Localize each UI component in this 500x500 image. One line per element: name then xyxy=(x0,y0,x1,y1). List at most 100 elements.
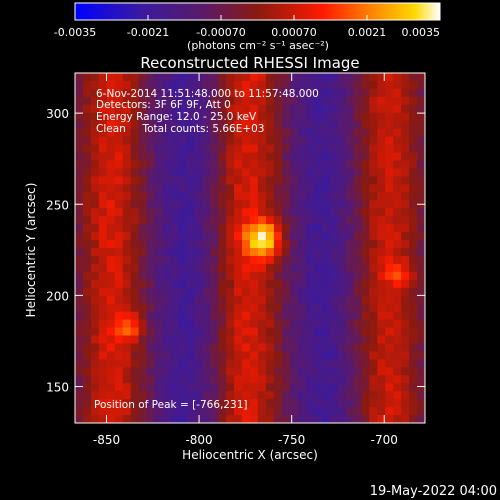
heatmap-cell xyxy=(98,303,108,313)
heatmap-cell xyxy=(90,136,100,146)
heatmap-cell xyxy=(345,200,354,209)
heatmap-cell xyxy=(265,208,275,217)
heatmap-cell xyxy=(162,271,172,281)
heatmap-cell xyxy=(170,343,179,352)
heatmap-cell xyxy=(401,104,410,114)
heatmap-cell xyxy=(305,415,315,423)
heatmap-cell xyxy=(170,399,179,408)
heatmap-cell xyxy=(353,144,362,154)
heatmap-cell xyxy=(361,96,370,106)
heatmap-cell xyxy=(138,128,148,138)
heatmap-cell xyxy=(82,335,92,345)
heatmap-cell xyxy=(353,279,362,289)
heatmap-cell xyxy=(313,200,323,209)
heatmap-cell xyxy=(289,128,299,138)
heatmap-cell xyxy=(257,263,267,273)
heatmap-cell xyxy=(297,391,307,400)
heatmap-cell xyxy=(122,279,132,289)
heatmap-cell xyxy=(321,216,331,225)
heatmap-cell xyxy=(393,88,402,98)
heatmap-cell xyxy=(289,303,299,313)
heatmap-cell xyxy=(170,335,179,345)
heatmap-cell xyxy=(257,359,267,368)
heatmap-cell xyxy=(170,80,179,90)
heatmap-cell xyxy=(130,192,140,201)
heatmap-cell xyxy=(138,224,148,233)
heatmap-cell xyxy=(122,343,132,352)
heatmap-cell xyxy=(369,128,378,138)
heatmap-cell xyxy=(98,375,108,384)
heatmap-cell xyxy=(401,192,410,201)
heatmap-cell xyxy=(313,104,323,114)
heatmap-cell xyxy=(226,271,235,281)
heatmap-cell xyxy=(281,184,291,193)
heatmap-cell xyxy=(329,104,339,114)
heatmap-cell xyxy=(265,216,275,225)
heatmap-cell xyxy=(369,160,378,170)
heatmap-cell xyxy=(297,144,307,154)
heatmap-cell xyxy=(122,200,132,209)
heatmap-cell xyxy=(90,399,100,408)
heatmap-cell xyxy=(393,255,402,265)
heatmap-cell xyxy=(234,120,243,130)
heatmap-cell xyxy=(242,367,251,376)
heatmap-cell xyxy=(321,303,331,313)
heatmap-cell xyxy=(393,104,402,114)
heatmap-cell xyxy=(186,367,195,376)
heatmap-cell xyxy=(170,367,179,376)
heatmap-cell xyxy=(345,176,354,185)
heatmap-cell xyxy=(234,295,243,305)
heatmap-cell xyxy=(369,351,378,360)
heatmap-cell xyxy=(82,263,92,273)
heatmap-cell xyxy=(122,335,132,345)
heatmap-cell xyxy=(98,263,108,273)
heatmap-cell xyxy=(385,359,394,368)
heatmap-cell xyxy=(130,399,140,408)
heatmap-cell xyxy=(90,144,100,154)
heatmap-cell xyxy=(170,136,179,146)
heatmap-cell xyxy=(250,216,259,225)
heatmap-cell xyxy=(273,303,283,313)
heatmap-cell xyxy=(409,287,418,297)
heatmap-cell xyxy=(385,232,394,241)
heatmap-cell xyxy=(178,200,187,209)
heatmap-cell xyxy=(218,112,227,122)
heatmap-cell xyxy=(242,168,251,177)
colorbar xyxy=(74,2,441,21)
heatmap-cell xyxy=(250,391,259,400)
heatmap-cell xyxy=(162,216,172,225)
heatmap-cell xyxy=(146,112,156,122)
heatmap-cell xyxy=(273,144,283,154)
heatmap-cell xyxy=(369,136,378,146)
heatmap-cell xyxy=(114,224,124,233)
heatmap-cell xyxy=(234,232,243,241)
heatmap-cell xyxy=(353,96,362,106)
heatmap-cell xyxy=(297,152,307,162)
heatmap-cell xyxy=(226,359,235,368)
heatmap-cell xyxy=(186,335,195,345)
heatmap-cell xyxy=(122,255,132,265)
heatmap-cell xyxy=(361,104,370,114)
heatmap-cell xyxy=(82,120,92,130)
heatmap-cell xyxy=(170,359,179,368)
heatmap-cell xyxy=(329,232,339,241)
heatmap-cell xyxy=(162,80,172,90)
heatmap-cell xyxy=(345,271,354,281)
heatmap-cell xyxy=(250,136,259,146)
heatmap-cell xyxy=(138,88,148,98)
heatmap-cell xyxy=(257,160,267,170)
heatmap-cell xyxy=(138,144,148,154)
heatmap-cell xyxy=(210,327,219,337)
heatmap-cell xyxy=(321,407,331,416)
heatmap-cell xyxy=(218,255,227,265)
heatmap-cell xyxy=(178,232,187,241)
heatmap-cell xyxy=(154,407,164,416)
heatmap-cell xyxy=(218,287,227,297)
heatmap-cell xyxy=(75,160,84,170)
heatmap-cell xyxy=(226,295,235,305)
heatmap-cell xyxy=(114,415,124,423)
heatmap-cell xyxy=(122,327,132,337)
heatmap-cell xyxy=(106,391,116,400)
heatmap-cell xyxy=(218,216,227,225)
heatmap-cell xyxy=(353,112,362,122)
